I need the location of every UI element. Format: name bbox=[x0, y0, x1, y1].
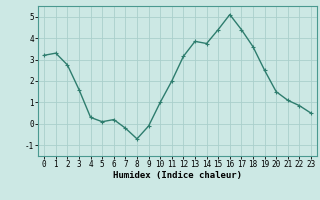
X-axis label: Humidex (Indice chaleur): Humidex (Indice chaleur) bbox=[113, 171, 242, 180]
